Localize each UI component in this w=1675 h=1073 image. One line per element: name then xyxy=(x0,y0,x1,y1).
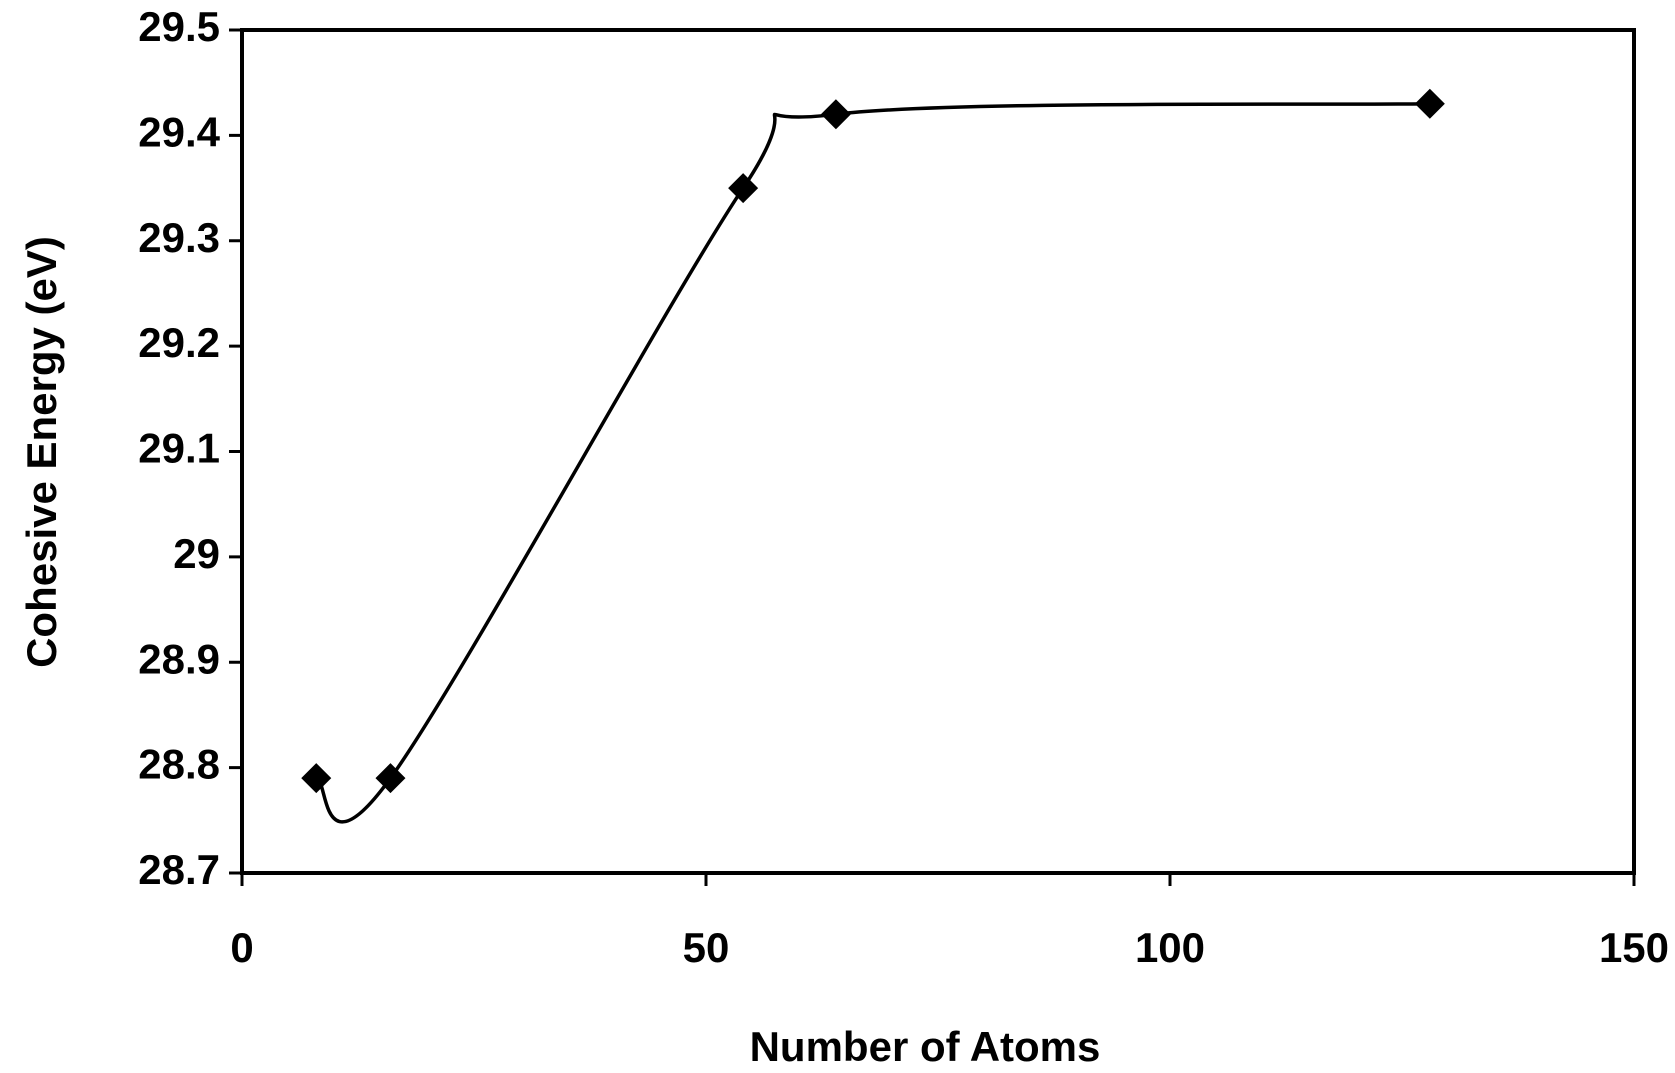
y-tick-label: 29.3 xyxy=(138,214,220,261)
y-tick-label: 28.8 xyxy=(138,741,220,788)
marker xyxy=(301,763,332,794)
y-tick-label: 29 xyxy=(173,530,220,577)
y-axis-title: Cohesive Energy (eV) xyxy=(18,236,65,668)
y-tick-label: 28.9 xyxy=(138,635,220,682)
y-tick-label: 29.2 xyxy=(138,319,220,366)
series-line xyxy=(315,102,1430,824)
y-tick-label: 28.7 xyxy=(138,846,220,893)
y-tick-label: 29.5 xyxy=(138,3,220,50)
marker xyxy=(375,763,406,794)
marker xyxy=(820,99,851,130)
y-tick-label: 29.1 xyxy=(138,425,220,472)
x-tick-label: 100 xyxy=(1135,924,1205,971)
plot-frame xyxy=(240,28,1636,875)
y-tick-label: 29.4 xyxy=(138,108,220,155)
x-axis-title: Number of Atoms xyxy=(750,1023,1101,1070)
x-tick-label: 150 xyxy=(1599,924,1669,971)
marker xyxy=(1414,88,1445,119)
marker xyxy=(728,173,759,204)
x-tick-label: 0 xyxy=(230,924,253,971)
x-tick-label: 50 xyxy=(683,924,730,971)
